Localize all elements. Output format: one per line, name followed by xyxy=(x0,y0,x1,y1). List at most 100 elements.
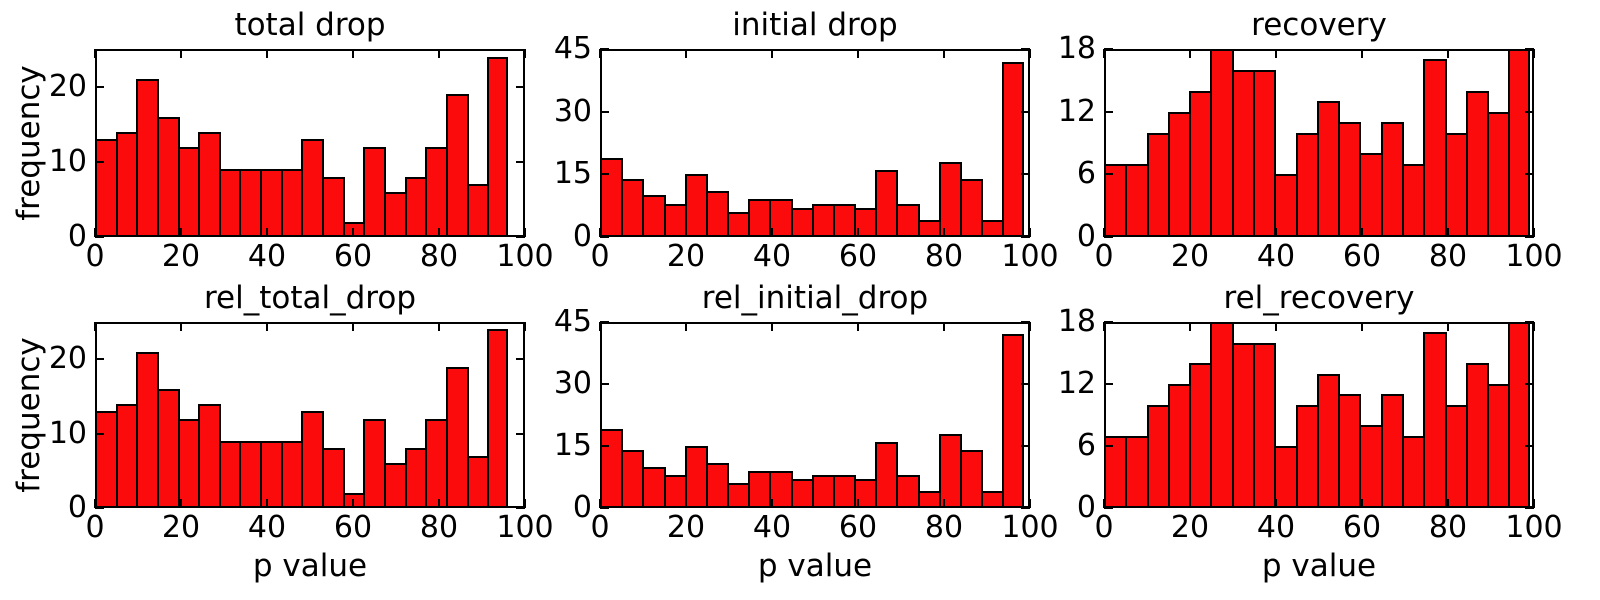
y-tick-mark xyxy=(1525,383,1534,385)
x-tick-label: 80 xyxy=(924,510,964,545)
y-tick-mark xyxy=(1021,383,1030,385)
x-tick-mark xyxy=(94,322,96,331)
histogram-bar xyxy=(95,139,118,237)
histogram-bar xyxy=(642,467,666,508)
y-tick-label: 45 xyxy=(553,31,592,66)
x-tick-mark xyxy=(524,322,526,331)
x-tick-mark xyxy=(771,322,773,331)
histogram-bar xyxy=(1253,70,1276,237)
x-tick-mark xyxy=(857,499,859,508)
x-tick-mark xyxy=(438,49,440,58)
x-tick-mark xyxy=(1275,228,1277,237)
histogram-bar xyxy=(748,471,771,508)
x-tick-label: 40 xyxy=(752,239,792,274)
histogram-bar xyxy=(178,147,200,237)
x-tick-mark xyxy=(599,49,601,58)
x-tick-mark xyxy=(943,49,945,58)
histogram-bar xyxy=(1274,174,1298,237)
y-tick-mark xyxy=(1104,48,1113,50)
y-tick-mark xyxy=(1104,111,1113,113)
x-tick-label: 0 xyxy=(85,510,105,545)
histogram-bar xyxy=(1445,405,1468,508)
histogram-bar xyxy=(833,475,856,508)
histogram-bar xyxy=(875,442,898,508)
y-tick-mark xyxy=(1021,445,1030,447)
histogram-bar xyxy=(157,389,180,508)
panel-title: initial drop xyxy=(732,7,898,43)
y-tick-label: 18 xyxy=(1057,304,1096,339)
y-tick-label: 0 xyxy=(1076,490,1096,525)
histogram-bar xyxy=(1232,70,1255,237)
histogram-bar xyxy=(727,483,750,508)
histogram-bar xyxy=(896,475,920,508)
x-tick-mark xyxy=(352,322,354,331)
histogram-bar xyxy=(1168,112,1191,237)
histogram-bar xyxy=(1168,384,1191,508)
x-tick-label: 80 xyxy=(924,239,964,274)
histogram-bar xyxy=(219,441,241,508)
x-tick-mark xyxy=(1189,322,1191,331)
x-tick-mark xyxy=(524,499,526,508)
x-tick-label: 40 xyxy=(1256,510,1296,545)
histogram-bar xyxy=(446,367,469,508)
x-tick-mark xyxy=(524,49,526,58)
x-tick-mark xyxy=(1189,499,1191,508)
x-axis-label: p value xyxy=(757,548,873,584)
histogram-bar xyxy=(467,456,489,508)
y-tick-mark xyxy=(1104,507,1113,509)
x-tick-mark xyxy=(943,228,945,237)
x-tick-mark xyxy=(771,228,773,237)
histogram-bar xyxy=(1487,384,1510,508)
histogram-bar xyxy=(281,169,303,237)
x-tick-mark xyxy=(1447,228,1449,237)
histogram-bar xyxy=(384,192,407,237)
x-tick-label: 40 xyxy=(752,510,792,545)
panel-recovery: recovery 0 20 40 60 80 100 0 6 12 18 xyxy=(1058,7,1563,273)
x-tick-label: 0 xyxy=(85,239,105,274)
y-tick-mark xyxy=(1104,236,1113,238)
panel-rel-recovery: rel_recovery p value 0 20 40 60 80 100 0 6 12 18 xyxy=(1058,280,1563,584)
y-tick-mark xyxy=(1021,173,1030,175)
x-tick-mark xyxy=(1103,49,1105,58)
histogram-bar xyxy=(1317,101,1340,237)
y-tick-mark xyxy=(600,236,609,238)
histogram-bar xyxy=(706,191,729,237)
x-tick-mark xyxy=(771,499,773,508)
y-tick-label: 45 xyxy=(553,304,592,339)
x-tick-label: 20 xyxy=(161,510,201,545)
y-tick-mark xyxy=(1021,111,1030,113)
histogram-bar xyxy=(1359,153,1383,237)
histogram-bar xyxy=(1210,49,1234,237)
x-tick-mark xyxy=(1361,322,1363,331)
y-tick-label: 18 xyxy=(1057,31,1096,66)
histogram-bar xyxy=(446,94,469,237)
x-tick-mark xyxy=(943,499,945,508)
y-tick-mark xyxy=(1104,321,1113,323)
histogram-bar xyxy=(1445,133,1468,237)
y-tick-mark xyxy=(600,111,609,113)
y-tick-mark xyxy=(1525,173,1534,175)
panel-title: total drop xyxy=(234,7,386,43)
histogram-bar xyxy=(875,170,898,237)
x-tick-mark xyxy=(1029,228,1031,237)
y-tick-label: 10 xyxy=(48,144,87,179)
y-tick-mark xyxy=(516,433,525,435)
bars-area xyxy=(1104,49,1534,237)
histogram-bar xyxy=(1338,394,1361,508)
y-tick-label: 12 xyxy=(1057,94,1096,129)
y-tick-label: 10 xyxy=(48,416,87,451)
panel-rel-total-drop: rel_total_drop frequency p value 0 20 40 60… xyxy=(11,280,554,584)
histogram-bar xyxy=(1125,164,1149,237)
y-tick-mark xyxy=(600,445,609,447)
x-tick-label: 60 xyxy=(333,510,373,545)
histogram-bar xyxy=(1253,343,1276,508)
y-tick-mark xyxy=(95,358,104,360)
histogram-bar xyxy=(136,352,159,508)
x-tick-label: 100 xyxy=(496,510,554,545)
y-tick-label: 12 xyxy=(1057,366,1096,401)
x-tick-label: 60 xyxy=(1342,239,1382,274)
histogram-bar xyxy=(981,491,1004,508)
x-tick-mark xyxy=(1533,499,1535,508)
histogram-bar xyxy=(1423,59,1447,237)
histogram-bar xyxy=(116,404,138,508)
